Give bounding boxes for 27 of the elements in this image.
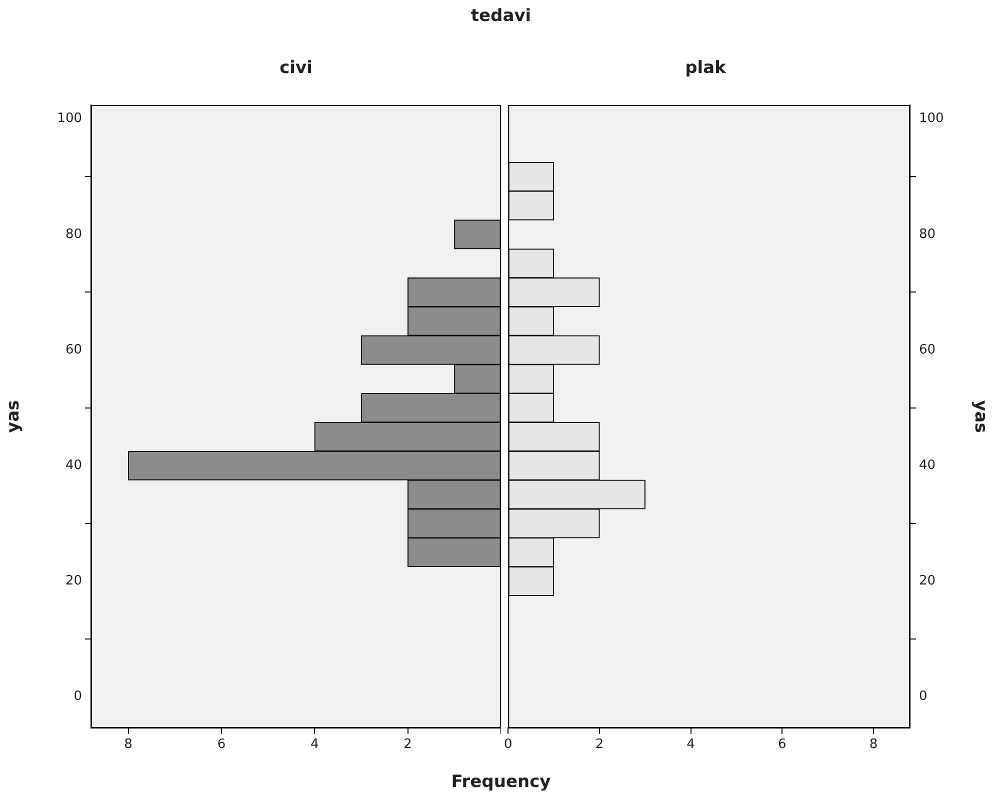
y-axis-title: yas	[4, 400, 24, 433]
y-axis-title: yas	[970, 400, 990, 433]
x-tick-label: 6	[217, 737, 226, 752]
y-tick-label: 40	[919, 458, 936, 473]
x-tick-label: 2	[595, 737, 604, 752]
y-tick-label: 20	[919, 574, 936, 589]
text: tedavi	[470, 6, 532, 26]
y-tick-label: 60	[919, 342, 936, 358]
y-tick-label: 60	[65, 342, 82, 358]
chart-title: civi	[280, 58, 312, 78]
y-tick-label: 40	[65, 458, 82, 473]
y-tick-label: 100	[919, 111, 944, 126]
x-tick-label: 4	[686, 737, 695, 752]
chart-title: plak	[685, 58, 726, 78]
y-tick-label: 20	[65, 574, 82, 589]
x-tick-label: 8	[869, 737, 878, 752]
x-tick-label: 6	[778, 737, 786, 752]
x-tick-label: 2	[404, 737, 412, 752]
x-axis-title: Frequency	[451, 772, 551, 792]
x-tick-label: 8	[124, 737, 132, 752]
y-tick-label: 0	[919, 689, 928, 704]
y-tick-label: 0	[74, 689, 82, 704]
y-tick-label: 80	[65, 226, 82, 242]
x-tick-label: 4	[310, 737, 319, 752]
y-tick-label: 100	[57, 111, 82, 126]
x-tick-label: 0	[504, 737, 512, 752]
y-tick-label: 80	[919, 226, 936, 242]
